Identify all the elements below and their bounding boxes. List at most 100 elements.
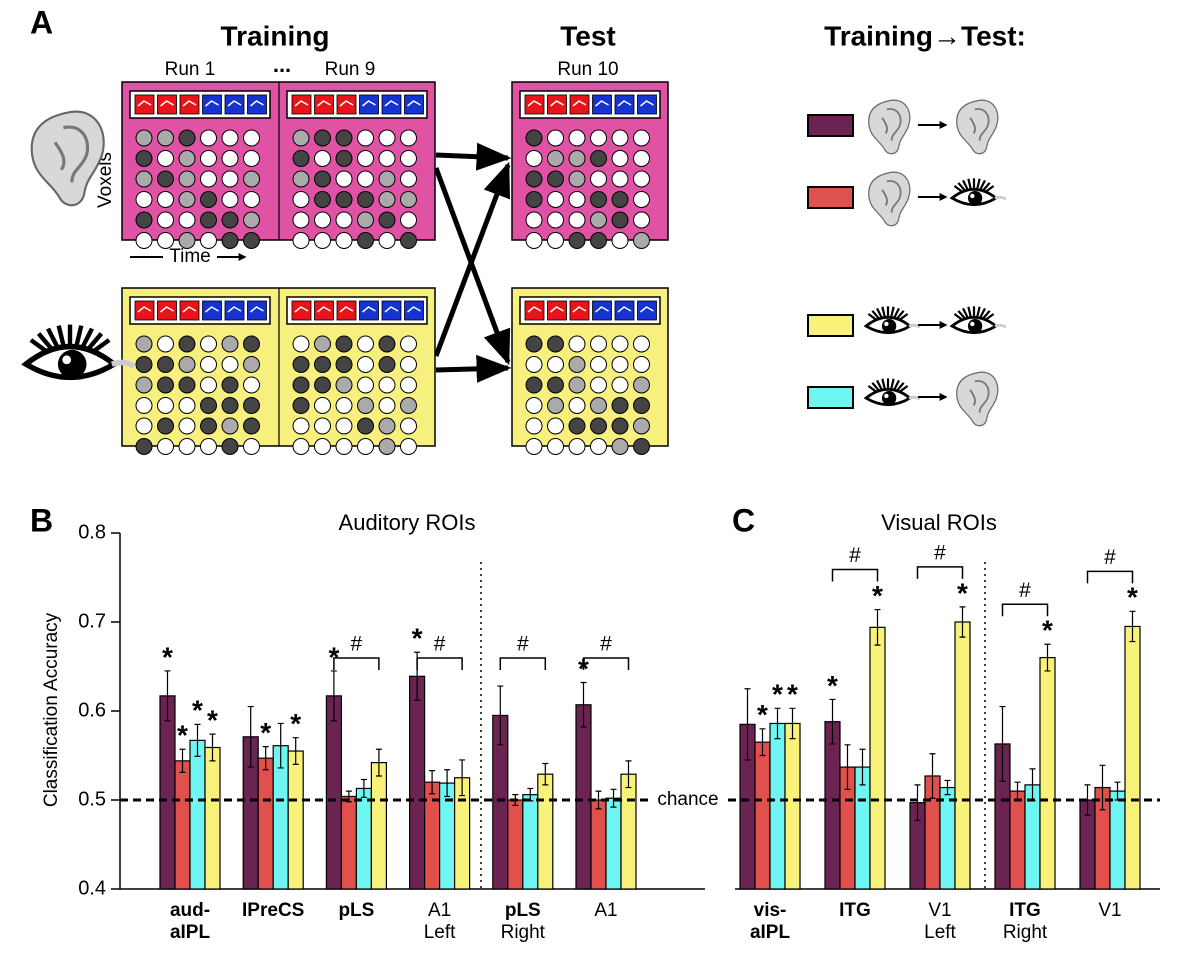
iris: [967, 318, 983, 334]
voxel: [547, 397, 564, 414]
stimulus: [157, 94, 177, 115]
voxel: [157, 356, 174, 373]
eyelash: [46, 327, 60, 350]
voxel: [243, 356, 260, 373]
x-tick-label: V1: [1098, 900, 1121, 921]
comparison-label: #: [517, 633, 529, 656]
eyelash: [56, 325, 66, 348]
eye-tail: [994, 195, 1007, 201]
voxel: [157, 211, 174, 229]
voxel: [200, 170, 217, 188]
voxel: [378, 129, 396, 147]
stimulus: [381, 94, 402, 115]
run-label: Run 10: [557, 59, 618, 80]
bar: [340, 795, 357, 890]
voxel: [157, 376, 174, 394]
error-bar: [247, 705, 254, 768]
stimulus: [134, 94, 155, 115]
bar: [769, 722, 786, 890]
x-tick-label: V1: [928, 900, 951, 921]
stimulus-figure: [572, 100, 587, 107]
voxel: [135, 417, 153, 435]
comparison-bracket: [416, 657, 463, 670]
voxel: [378, 356, 396, 373]
legend-swatch: [807, 114, 854, 137]
stimulus-figure: [205, 306, 219, 313]
eye-icon: [949, 306, 1007, 335]
voxel: [633, 211, 650, 229]
arrow: [435, 354, 512, 383]
stimulus: [569, 300, 590, 321]
voxel: [221, 335, 239, 353]
voxel: [633, 191, 650, 208]
comparison-bracket: [582, 657, 630, 670]
voxel: [525, 129, 543, 147]
stimulus: [202, 94, 222, 115]
x-tick-label: aud-: [170, 900, 210, 921]
error-bar: [459, 759, 466, 797]
voxel: [135, 170, 153, 188]
error-bar: [360, 778, 367, 798]
voxel: [243, 170, 260, 188]
stimulus: [569, 94, 590, 115]
error-bar: [164, 670, 171, 722]
eyelash: [967, 306, 972, 318]
voxel: [314, 335, 331, 353]
voxel: [400, 232, 417, 249]
stimulus-figure: [384, 306, 399, 313]
voxel: [200, 191, 217, 208]
voxel: [357, 438, 374, 455]
voxel: [221, 150, 239, 167]
voxel: [400, 150, 417, 167]
error-bar: [744, 688, 751, 761]
voxel: [292, 417, 310, 435]
voxel: [243, 397, 260, 414]
error-bar: [277, 722, 284, 769]
voxel: [525, 417, 543, 435]
panel-letter: C: [732, 502, 755, 538]
voxel: [547, 438, 564, 455]
x-tick-label: aIPL: [750, 922, 791, 943]
eye-tail: [908, 323, 921, 329]
voxel: [335, 129, 353, 147]
bar: [1109, 790, 1126, 890]
voxel: [357, 376, 374, 394]
stimulus-figure: [572, 306, 587, 313]
voxel: [633, 335, 650, 353]
voxel: [135, 191, 153, 208]
stimulus: [637, 300, 657, 321]
voxel: [200, 150, 217, 167]
stimulus-figure: [160, 100, 174, 107]
voxel: [357, 170, 374, 188]
iris: [57, 349, 87, 379]
voxel: [335, 211, 353, 229]
error-bar: [944, 779, 951, 796]
ear-icon: [868, 171, 911, 227]
stimulus: [157, 300, 177, 321]
voxel: [400, 129, 417, 147]
voxel: [611, 211, 629, 229]
eyelash: [962, 307, 969, 319]
error-bar: [497, 685, 504, 746]
voxel: [314, 438, 331, 455]
voxel: [590, 356, 607, 373]
voxel: [568, 211, 586, 229]
significance-star: *: [1127, 582, 1138, 613]
voxel: [335, 191, 353, 208]
significance-star: *: [827, 670, 838, 701]
voxel: [135, 129, 153, 147]
bar: [189, 739, 206, 890]
stimulus: [291, 94, 312, 115]
bar: [939, 786, 956, 890]
significance-star: *: [192, 695, 203, 726]
voxel: [568, 150, 586, 167]
chart-title: Auditory ROIs: [339, 510, 476, 535]
voxel: [357, 417, 374, 435]
legend-title: Training→Test:: [824, 20, 1026, 51]
error-bar: [262, 746, 269, 771]
voxel: [135, 150, 153, 167]
voxel: [221, 191, 239, 208]
stimulus: [359, 94, 379, 115]
stimulus: [404, 94, 424, 115]
